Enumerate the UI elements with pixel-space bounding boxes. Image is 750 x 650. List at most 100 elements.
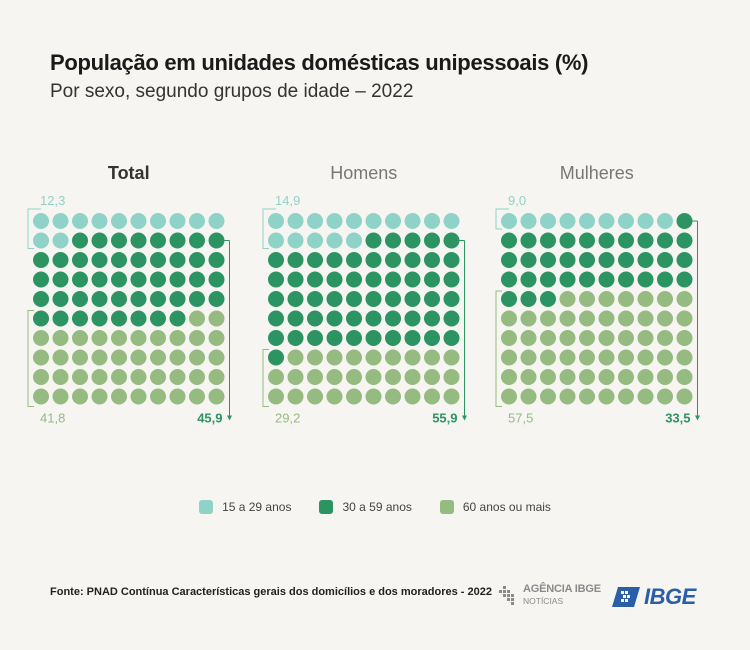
waffle-dot-total	[150, 232, 166, 249]
waffle-dot-homens	[365, 252, 382, 268]
waffle-dot-total	[208, 213, 225, 229]
waffle-dot-mulheres	[637, 252, 654, 268]
waffle-dot-homens	[385, 232, 401, 249]
waffle-dot-mulheres	[657, 291, 673, 307]
waffle-dot-mulheres	[520, 213, 537, 229]
waffle-dot-total	[189, 310, 205, 327]
waffle-dot-mulheres	[657, 232, 673, 249]
waffle-dot-homens	[385, 310, 401, 327]
waffle-dot-homens	[365, 388, 382, 405]
waffle-dot-mulheres	[559, 369, 576, 385]
waffle-dot-homens	[404, 310, 421, 327]
waffle-dot-mulheres	[676, 310, 693, 327]
waffle-dot-mulheres	[520, 388, 537, 405]
waffle-dot-homens	[404, 232, 421, 249]
waffle-dot-total	[52, 271, 69, 288]
label-30-59-mulheres: 33,5	[665, 411, 690, 426]
waffle-dot-mulheres	[676, 213, 693, 229]
waffle-dot-homens	[326, 369, 343, 385]
legend-swatch-15-29	[199, 500, 214, 514]
waffle-charts: Total 12,3 45,9 41,8 Homens 14,9 55,9 29,2 Mulhe…	[27, 163, 700, 426]
waffle-dot-mulheres	[501, 369, 517, 385]
waffle-dot-homens	[326, 252, 343, 268]
waffle-dot-total	[189, 388, 205, 405]
legend: 15 a 29 anos 30 a 59 anos 60 anos ou mai…	[0, 500, 750, 514]
chart-title: População em unidades domésticas unipess…	[50, 50, 589, 75]
waffle-dot-total	[150, 310, 166, 327]
bracket-15-29-total	[27, 208, 41, 249]
waffle-dot-total	[111, 213, 127, 229]
bracket-60-plus-homens	[262, 349, 269, 407]
waffle-dot-mulheres	[501, 213, 517, 229]
waffle-dot-total	[189, 213, 205, 229]
waffle-dot-homens	[385, 252, 401, 268]
waffle-dot-total	[208, 252, 225, 268]
waffle-dot-mulheres	[540, 232, 556, 249]
waffle-dot-total	[169, 213, 186, 229]
waffle-dot-homens	[365, 213, 382, 229]
waffle-dot-mulheres	[676, 349, 693, 366]
legend-label-60-plus: 60 anos ou mais	[462, 500, 551, 514]
waffle-dot-homens	[268, 213, 284, 229]
waffle-dot-homens	[365, 310, 382, 327]
waffle-dot-homens	[346, 388, 362, 405]
waffle-dot-total	[189, 330, 205, 346]
waffle-dot-homens	[326, 330, 343, 346]
waffle-dot-homens	[287, 330, 304, 346]
waffle-dot-homens	[346, 213, 362, 229]
waffle-dot-mulheres	[657, 330, 673, 346]
waffle-dot-mulheres	[598, 369, 615, 385]
waffle-dot-mulheres	[559, 349, 576, 366]
waffle-dot-homens	[287, 369, 304, 385]
waffle-dot-homens	[346, 369, 362, 385]
waffle-dot-mulheres	[676, 232, 693, 249]
waffle-dot-total	[111, 349, 127, 366]
waffle-dot-total	[33, 252, 49, 268]
waffle-dot-total	[208, 291, 225, 307]
waffle-dot-mulheres	[618, 330, 634, 346]
waffle-dot-total	[52, 252, 69, 268]
label-60-plus-homens: 29,2	[275, 411, 300, 426]
waffle-dot-homens	[268, 271, 284, 288]
waffle-dot-total	[208, 271, 225, 288]
waffle-dot-total	[169, 388, 186, 405]
legend-label-15-29: 15 a 29 anos	[222, 500, 292, 514]
waffle-dot-mulheres	[657, 310, 673, 327]
waffle-dot-mulheres	[637, 213, 654, 229]
waffle-dot-total	[52, 369, 69, 385]
waffle-dot-mulheres	[676, 330, 693, 346]
waffle-dot-mulheres	[579, 388, 595, 405]
waffle-dot-total	[130, 271, 147, 288]
waffle-dot-total	[189, 252, 205, 268]
waffle-dot-total	[33, 271, 49, 288]
waffle-dot-mulheres	[657, 213, 673, 229]
chart-subtitle: Por sexo, segundo grupos de idade – 2022	[50, 81, 414, 102]
waffle-dot-total	[150, 388, 166, 405]
waffle-dot-mulheres	[676, 369, 693, 385]
waffle-dot-homens	[365, 291, 382, 307]
waffle-dot-total	[130, 388, 147, 405]
waffle-dot-mulheres	[598, 213, 615, 229]
waffle-dot-total	[130, 291, 147, 307]
waffle-dot-homens	[326, 213, 343, 229]
waffle-dot-homens	[326, 310, 343, 327]
waffle-dot-homens	[385, 349, 401, 366]
waffle-dot-homens	[326, 349, 343, 366]
waffle-dot-total	[169, 369, 186, 385]
waffle-dot-homens	[365, 232, 382, 249]
waffle-dot-total	[33, 330, 49, 346]
waffle-dot-mulheres	[598, 388, 615, 405]
waffle-dot-total	[150, 252, 166, 268]
waffle-dot-total	[130, 310, 147, 327]
waffle-dot-mulheres	[637, 349, 654, 366]
label-15-29-homens: 14,9	[275, 193, 300, 208]
waffle-dot-total	[33, 291, 49, 307]
waffle-dot-total	[169, 271, 186, 288]
waffle-dot-mulheres	[676, 291, 693, 307]
waffle-dot-total	[169, 232, 186, 249]
waffle-dot-mulheres	[501, 271, 517, 288]
waffle-dot-total	[111, 232, 127, 249]
waffle-dot-homens	[424, 232, 440, 249]
waffle-dot-homens	[346, 232, 362, 249]
waffle-dot-total	[91, 310, 108, 327]
